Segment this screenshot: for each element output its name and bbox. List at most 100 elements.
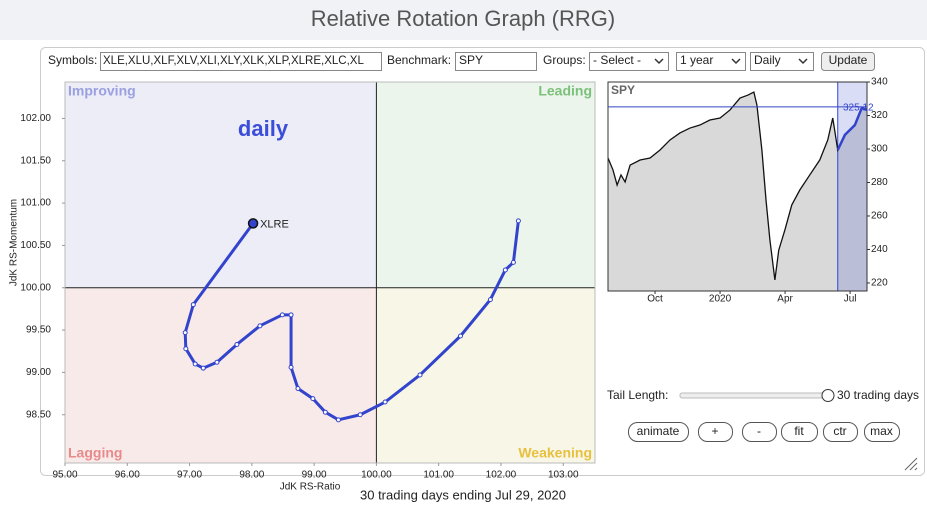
tail-point xyxy=(515,218,521,224)
symbols-input[interactable] xyxy=(100,52,382,71)
x-tick-label: 103.00 xyxy=(548,470,579,481)
button-label: + xyxy=(711,424,718,438)
benchmark-label: Benchmark: xyxy=(387,53,451,67)
x-axis-label: JdK RS-Ratio xyxy=(280,482,341,493)
x-tick-label: Oct xyxy=(647,294,663,305)
tail-point xyxy=(310,396,316,402)
quadrant-label: Weakening xyxy=(518,445,592,461)
y-tick-label: 100.00 xyxy=(20,282,51,293)
tail-point xyxy=(510,259,516,265)
tail-point xyxy=(257,323,263,329)
y-tick-label: 99.00 xyxy=(26,367,51,378)
button[interactable] xyxy=(628,422,689,442)
tail-line xyxy=(183,220,520,422)
tail-point xyxy=(487,297,493,303)
quadrant xyxy=(376,82,595,288)
benchmark-value: SPY xyxy=(459,53,483,67)
button[interactable] xyxy=(742,422,777,442)
x-tick-label: 101.00 xyxy=(423,470,454,481)
frequency-select[interactable] xyxy=(750,52,814,71)
button-label: fit xyxy=(794,424,804,438)
tail-point xyxy=(234,341,240,347)
price-level-label: 325.12 xyxy=(843,103,874,114)
tail-point xyxy=(182,330,188,336)
tail-point xyxy=(335,417,341,423)
x-tick-label: 98.00 xyxy=(239,470,264,481)
button-label: max xyxy=(870,424,893,438)
symbols-label: Symbols: xyxy=(48,53,97,67)
y-tick-label: 102.00 xyxy=(20,113,51,124)
resize-grip xyxy=(904,457,918,471)
symbols-value: XLE,XLU,XLF,XLV,XLI,XLY,XLK,XLP,XLRE,XLC… xyxy=(103,55,364,67)
x-tick-label: 100.00 xyxy=(361,470,392,481)
price-line-window xyxy=(836,106,868,151)
x-tick-label: 99.00 xyxy=(302,470,327,481)
x-tick-label: 97.00 xyxy=(177,470,202,481)
y-axis-label: JdK RS-Momentum xyxy=(9,199,20,286)
tail-head xyxy=(247,218,259,229)
tail-point xyxy=(200,365,206,371)
dropdown-arrow xyxy=(731,58,741,65)
button[interactable] xyxy=(823,422,858,442)
x-tick-label: Jul xyxy=(844,294,857,305)
price-area xyxy=(608,92,867,291)
y-tick-label: 99.50 xyxy=(26,325,51,336)
button[interactable] xyxy=(781,422,818,442)
tail-point xyxy=(279,312,285,318)
quadrant-label: Lagging xyxy=(68,445,122,461)
groups-value: - Select - xyxy=(593,53,641,67)
tail-point xyxy=(357,412,363,418)
update-button[interactable] xyxy=(821,52,875,71)
tail-point xyxy=(502,267,508,273)
tail-point xyxy=(183,346,189,352)
footer: 30 trading days ending Jul 29, 2020 xyxy=(360,487,566,502)
y-tick-label: 260 xyxy=(871,211,888,222)
button-label: - xyxy=(757,424,761,438)
button[interactable] xyxy=(864,422,900,442)
tail-point xyxy=(322,409,328,415)
y-tick-label: 98.50 xyxy=(26,409,51,420)
tail-label: Tail Length: xyxy=(607,388,668,402)
tail-point xyxy=(295,385,301,391)
benchmark-input[interactable] xyxy=(455,52,537,71)
price-frame xyxy=(607,81,868,292)
dropdown-arrow xyxy=(654,58,664,65)
price-line xyxy=(607,91,868,281)
y-tick-label: 280 xyxy=(871,177,888,188)
button-label: animate xyxy=(637,424,680,438)
chart-title: SPY xyxy=(611,83,635,97)
x-tick-label: 2020 xyxy=(709,294,732,305)
tail-point xyxy=(190,302,196,308)
page-title: Relative Rotation Graph (RRG) xyxy=(311,6,615,31)
button[interactable] xyxy=(698,422,733,442)
tail-slider[interactable] xyxy=(679,392,829,399)
quadrant xyxy=(376,287,595,463)
y-tick-label: 320 xyxy=(871,110,888,121)
slider-knob[interactable] xyxy=(821,389,835,402)
groups-label: Groups: xyxy=(543,53,586,67)
x-tick-label: 95.00 xyxy=(52,470,77,481)
tail-point xyxy=(382,399,388,405)
tail-point xyxy=(457,333,463,339)
y-tick-label: 101.00 xyxy=(20,198,51,209)
dropdown-arrow xyxy=(798,58,808,65)
tail-point xyxy=(417,372,423,378)
update-label: Update xyxy=(829,53,868,67)
plot-frame xyxy=(64,81,596,464)
y-tick-label: 240 xyxy=(871,244,888,255)
quadrant-label: Improving xyxy=(68,83,136,99)
tail-point xyxy=(288,364,294,370)
y-tick-label: 300 xyxy=(871,144,888,155)
tail-value: 30 trading days xyxy=(837,388,919,402)
quadrant xyxy=(65,287,377,463)
tail-point xyxy=(214,359,220,365)
period-select[interactable] xyxy=(676,52,746,71)
groups-select[interactable] xyxy=(589,52,669,71)
period-value: 1 year xyxy=(680,53,713,67)
y-tick-label: 100.50 xyxy=(20,240,51,251)
y-tick-label: 220 xyxy=(871,278,888,289)
tail-window xyxy=(837,82,867,291)
quadrant-label: Leading xyxy=(538,83,592,99)
